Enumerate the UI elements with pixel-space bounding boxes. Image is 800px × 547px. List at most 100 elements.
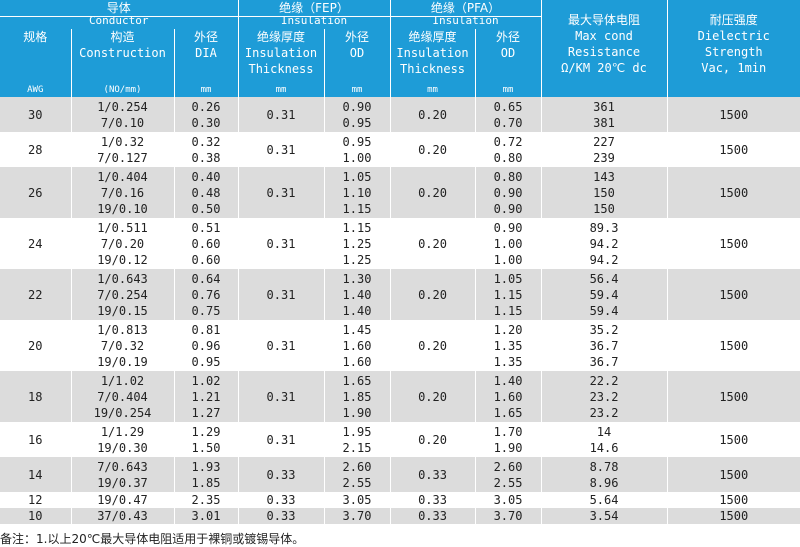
fep-thickness-cell: 0.31	[237, 132, 324, 167]
fep-od-value: 2.60	[342, 459, 372, 474]
pfa-thickness-cell: 0.33	[389, 508, 476, 524]
fep-od-cell: 2.60 2.55	[323, 457, 391, 492]
dielectric-cell: 1500	[666, 422, 800, 457]
pfa-thickness-cell: 0.20	[389, 422, 476, 457]
table-row: 18 1/1.02 7/0.404 19/0.254 1.02 1.21 1.27 0.31 1…	[0, 371, 800, 422]
dia-value: 0.51	[191, 220, 221, 235]
conductor-header-zh: 导体	[106, 1, 131, 15]
pfa-od-value: 3.70	[493, 509, 523, 523]
construction-value: 1/0.404	[97, 169, 148, 184]
pfa-od-value: 0.90	[493, 185, 523, 200]
dielectric-cell: 1500	[666, 269, 800, 320]
awg-cell: 28	[0, 132, 71, 167]
pfa-thickness-value: 0.20	[418, 107, 447, 122]
pfa-od-cell: 1.70 1.90	[474, 422, 542, 457]
dielectric-header-zh: 耐压强度	[709, 13, 758, 27]
dia-value: 1.50	[191, 440, 221, 455]
dia-cell: 1.02 1.21 1.27	[173, 371, 238, 422]
dia-value: 0.76	[191, 287, 221, 302]
pfa-od-cell: 3.05	[474, 492, 542, 508]
fep-od-value: 1.65	[342, 373, 372, 388]
resistance-header-en2: Resistance	[567, 45, 641, 59]
construction-value: 7/0.127	[97, 150, 148, 165]
dia-value: 0.81	[191, 322, 221, 337]
resistance-value: 14.6	[589, 440, 619, 455]
pfa-od-value: 1.90	[493, 440, 523, 455]
fep-od-value: 1.85	[342, 389, 372, 404]
fep-od-cell: 0.95 1.00	[323, 132, 391, 167]
resistance-value: 36.7	[589, 338, 619, 353]
construction-value: 7/0.10	[100, 115, 145, 130]
fep-group-header: 绝缘（FEP）	[237, 0, 391, 17]
dia-value: 1.93	[191, 459, 221, 474]
resistance-cell: 89.3 94.2 94.2	[540, 218, 668, 269]
conductor-group-header: 导体	[0, 0, 238, 17]
pfa-od-cell: 0.65 0.70	[474, 97, 542, 132]
resistance-header-en3: Ω/KM 20℃ dc	[561, 61, 647, 75]
table-row: 24 1/0.511 7/0.20 19/0.12 0.51 0.60 0.60 0.31 1.…	[0, 218, 800, 269]
resistance-header-en1: Max cond	[575, 29, 633, 43]
construction-value: 1/0.813	[97, 322, 148, 337]
pfa-thickness-header-en1: Insulation	[396, 46, 469, 60]
pfa-od-cell: 0.80 0.90 0.90	[474, 167, 542, 218]
pfa-od-cell: 1.40 1.60 1.65	[474, 371, 542, 422]
pfa-od-cell: 2.60 2.55	[474, 457, 542, 492]
fep-od-value: 0.90	[342, 99, 372, 114]
pfa-thickness-header-unit: mm	[427, 85, 438, 95]
fep-thickness-value: 0.33	[266, 509, 296, 523]
fep-header-zh: 绝缘（FEP）	[279, 1, 349, 15]
dia-header-en: DIA	[195, 46, 217, 60]
resistance-value: 56.4	[589, 271, 619, 286]
dia-value: 0.32	[191, 134, 221, 149]
fep-od-value: 0.95	[342, 115, 372, 130]
fep-thickness-value: 0.31	[266, 185, 296, 200]
table-row: 10 37/0.43 3.01 0.33 3.70 0.33 3.70 3.54 1500	[0, 508, 800, 524]
fep-od-header-unit: mm	[351, 85, 363, 95]
construction-header-zh: 构造	[110, 30, 135, 44]
dielectric-cell: 1500	[666, 457, 800, 492]
fep-od-value: 0.95	[342, 134, 372, 149]
footnote: 备注：1.以上20℃最大导体电阻适用于裸铜或镀锡导体。	[0, 532, 305, 546]
construction-value: 1/1.29	[100, 424, 145, 439]
awg-value: 22	[28, 287, 43, 302]
pfa-od-cell: 3.70	[474, 508, 542, 524]
table-row: 20 1/0.813 7/0.32 19/0.19 0.81 0.96 0.95 0.31 1.…	[0, 320, 800, 371]
pfa-od-value: 1.15	[493, 287, 523, 302]
resistance-cell: 143 150 150	[540, 167, 668, 218]
resistance-value: 36.7	[589, 354, 619, 369]
fep-thickness-value: 0.31	[266, 107, 296, 122]
fep-od-cell: 1.30 1.40 1.40	[323, 269, 391, 320]
pfa-thickness-value: 0.33	[418, 493, 447, 507]
pfa-thickness-cell: 0.20	[389, 97, 476, 132]
dielectric-header: 耐压强度 Dielectric Strength Vac, 1min	[666, 0, 800, 97]
fep-od-header: 外径 OD mm	[323, 29, 391, 97]
resistance-value: 94.2	[589, 236, 619, 251]
awg-value: 26	[28, 185, 43, 200]
resistance-cell: 35.2 36.7 36.7	[540, 320, 668, 371]
pfa-od-value: 0.80	[493, 150, 523, 165]
pfa-od-value: 2.60	[493, 459, 523, 474]
resistance-value: 150	[593, 201, 615, 216]
dielectric-cell: 1500	[666, 132, 800, 167]
construction-cell: 37/0.43	[70, 508, 174, 524]
fep-thickness-value: 0.31	[266, 432, 296, 447]
table-row: 30 1/0.254 7/0.10 0.26 0.30 0.31 0.90 0.95 0.20 0…	[0, 97, 800, 132]
construction-value: 37/0.43	[97, 509, 148, 523]
fep-od-cell: 1.15 1.25 1.25	[323, 218, 391, 269]
fep-thickness-header-en2: Thickness	[248, 62, 314, 76]
awg-cell: 18	[0, 371, 71, 422]
dia-value: 2.35	[191, 493, 221, 507]
fep-thickness-cell: 0.33	[237, 492, 324, 508]
pfa-thickness-value: 0.33	[418, 467, 447, 482]
resistance-value: 227	[593, 134, 615, 149]
dia-value: 3.01	[191, 509, 221, 523]
construction-value: 1/0.254	[97, 99, 148, 114]
fep-thickness-header-unit: mm	[275, 85, 287, 95]
pfa-thickness-value: 0.20	[418, 142, 447, 157]
dielectric-value: 1500	[719, 467, 749, 482]
fep-od-cell: 1.65 1.85 1.90	[323, 371, 391, 422]
table-body: 30 1/0.254 7/0.10 0.26 0.30 0.31 0.90 0.95 0.20 0…	[0, 97, 800, 524]
pfa-group-header: 绝缘（PFA）	[389, 0, 542, 17]
dia-cell: 0.51 0.60 0.60	[173, 218, 238, 269]
fep-od-cell: 0.90 0.95	[323, 97, 391, 132]
